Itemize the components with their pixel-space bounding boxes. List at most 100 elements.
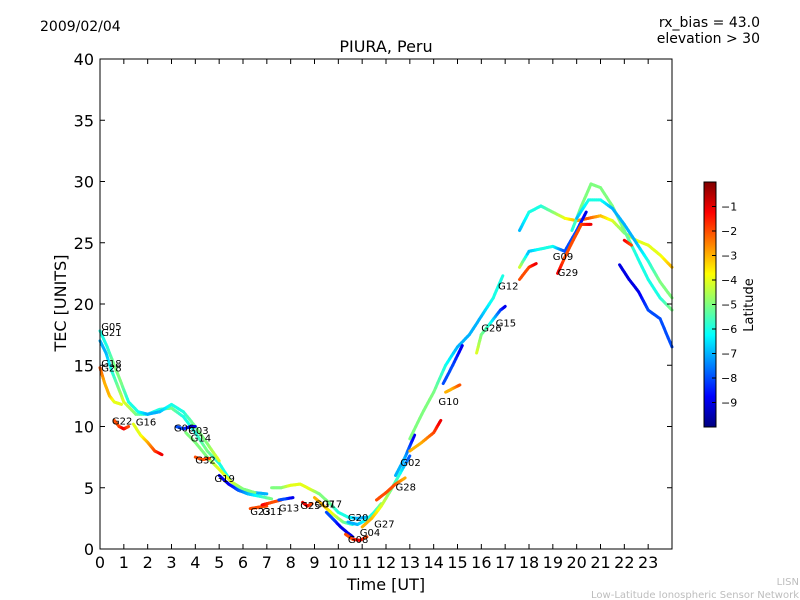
trace-segment xyxy=(533,262,538,266)
satellite-label: G15 xyxy=(496,318,516,329)
x-tick-label: 9 xyxy=(309,553,319,572)
x-tick-label: 23 xyxy=(638,553,658,572)
satellite-label: G21 xyxy=(101,328,121,339)
satellite-trace xyxy=(193,455,212,462)
plot-data xyxy=(98,182,674,542)
x-tick-label: 18 xyxy=(519,553,539,572)
x-tick-label: 3 xyxy=(166,553,176,572)
satellite-label: G20 xyxy=(348,513,368,524)
satellite-trace xyxy=(475,304,507,355)
satellite-label: G28 xyxy=(101,364,121,375)
y-tick-label: 0 xyxy=(84,540,94,559)
satellite-trace xyxy=(277,496,295,502)
x-tick-label: 15 xyxy=(447,553,467,572)
satellite-label: G17 xyxy=(322,500,342,511)
x-tick-label: 17 xyxy=(495,553,515,572)
satellite-trace xyxy=(346,502,383,526)
satellite-label: G02 xyxy=(400,458,420,469)
trace-segment xyxy=(438,418,443,424)
y-tick-label: 25 xyxy=(74,234,94,253)
trace-segment xyxy=(457,383,462,387)
x-tick-label: 20 xyxy=(566,553,586,572)
colorbar-tick-label: −7 xyxy=(721,348,737,361)
satellite-trace xyxy=(301,500,314,508)
x-tick-label: 0 xyxy=(95,553,105,572)
satellite-trace xyxy=(184,431,257,495)
colorbar-tick-label: −2 xyxy=(721,225,737,238)
footer-short: LISN xyxy=(777,577,799,588)
trace-segment xyxy=(459,344,464,351)
trace-segment xyxy=(502,304,507,309)
x-tick-label: 12 xyxy=(376,553,396,572)
trace-segment xyxy=(406,454,412,461)
satellite-label: G14 xyxy=(191,434,211,445)
satellite-trace xyxy=(518,204,674,269)
satellite-label: G11 xyxy=(262,507,282,518)
trace-segment xyxy=(583,210,588,217)
colorbar-tick-label: −3 xyxy=(721,250,737,263)
x-tick-label: 8 xyxy=(286,553,296,572)
satellite-label: G04 xyxy=(360,528,380,539)
satellite-trace xyxy=(248,504,269,511)
x-tick-label: 19 xyxy=(543,553,563,572)
x-tick-label: 14 xyxy=(423,553,443,572)
satellite-label: G23 xyxy=(250,507,270,518)
satellite-label: G18 xyxy=(101,359,121,370)
satellite-label: G32 xyxy=(195,456,215,467)
satellite-label: G07 xyxy=(315,500,335,511)
y-axis-label: TEC [UNITS] xyxy=(51,255,70,353)
colorbar-tick-label: −4 xyxy=(721,274,737,287)
plot-frame xyxy=(99,58,673,550)
x-tick-label: 21 xyxy=(590,553,610,572)
satellite-trace xyxy=(394,433,417,477)
satellite-trace xyxy=(131,422,164,457)
satellite-label: G26 xyxy=(481,323,501,334)
satellite-trace xyxy=(98,329,221,463)
satellite-label: G13 xyxy=(279,503,299,514)
trace-segment xyxy=(499,274,505,281)
satellite-label: G08 xyxy=(348,535,368,546)
satellite-label: G27 xyxy=(374,519,394,530)
trace-segment xyxy=(215,456,221,463)
x-axis-label: Time [UT] xyxy=(346,575,425,594)
satellite-trace xyxy=(408,274,505,441)
satellite-trace xyxy=(570,182,674,312)
colorbar-tick-label: −5 xyxy=(721,299,737,312)
x-tick-label: 16 xyxy=(471,553,491,572)
y-tick-label: 15 xyxy=(74,356,94,375)
satellite-label: G06 xyxy=(174,424,194,435)
satellite-trace xyxy=(324,510,355,539)
satellite-trace xyxy=(618,263,674,349)
satellite-label: G09 xyxy=(553,252,573,263)
x-tick-label: 11 xyxy=(352,553,372,572)
trace-segment xyxy=(364,535,369,539)
x-tick-label: 6 xyxy=(238,553,248,572)
satellite-label: G25 xyxy=(300,501,320,512)
y-tick-label: 20 xyxy=(74,295,94,314)
satellite-trace xyxy=(270,482,369,520)
satellite-label: G03 xyxy=(188,426,208,437)
y-tick-label: 5 xyxy=(84,479,94,498)
x-tick-label: 10 xyxy=(328,553,348,572)
satellite-label: G12 xyxy=(498,282,518,293)
satellite-label: G16 xyxy=(136,418,156,429)
satellite-label: G05 xyxy=(101,322,121,333)
colorbar-tick-label: −6 xyxy=(721,323,737,336)
satellite-trace xyxy=(98,366,123,406)
y-tick-label: 35 xyxy=(74,111,94,130)
satellite-trace xyxy=(217,474,274,501)
y-tick-label: 10 xyxy=(74,418,94,437)
satellite-trace xyxy=(622,238,633,247)
chart-title: PIURA, Peru xyxy=(339,37,432,56)
y-axis-ticks: 0 5 10 15 20 25 30 35 40 xyxy=(74,50,672,559)
trace-segment xyxy=(251,490,257,495)
satellite-trace xyxy=(408,418,443,453)
x-tick-label: 4 xyxy=(190,553,200,572)
satellite-label: G29 xyxy=(558,268,578,279)
satellite-trace xyxy=(112,418,131,431)
colorbar-tick-label: −1 xyxy=(721,201,737,214)
trace-segment xyxy=(350,534,355,539)
satellite-trace xyxy=(556,222,593,275)
